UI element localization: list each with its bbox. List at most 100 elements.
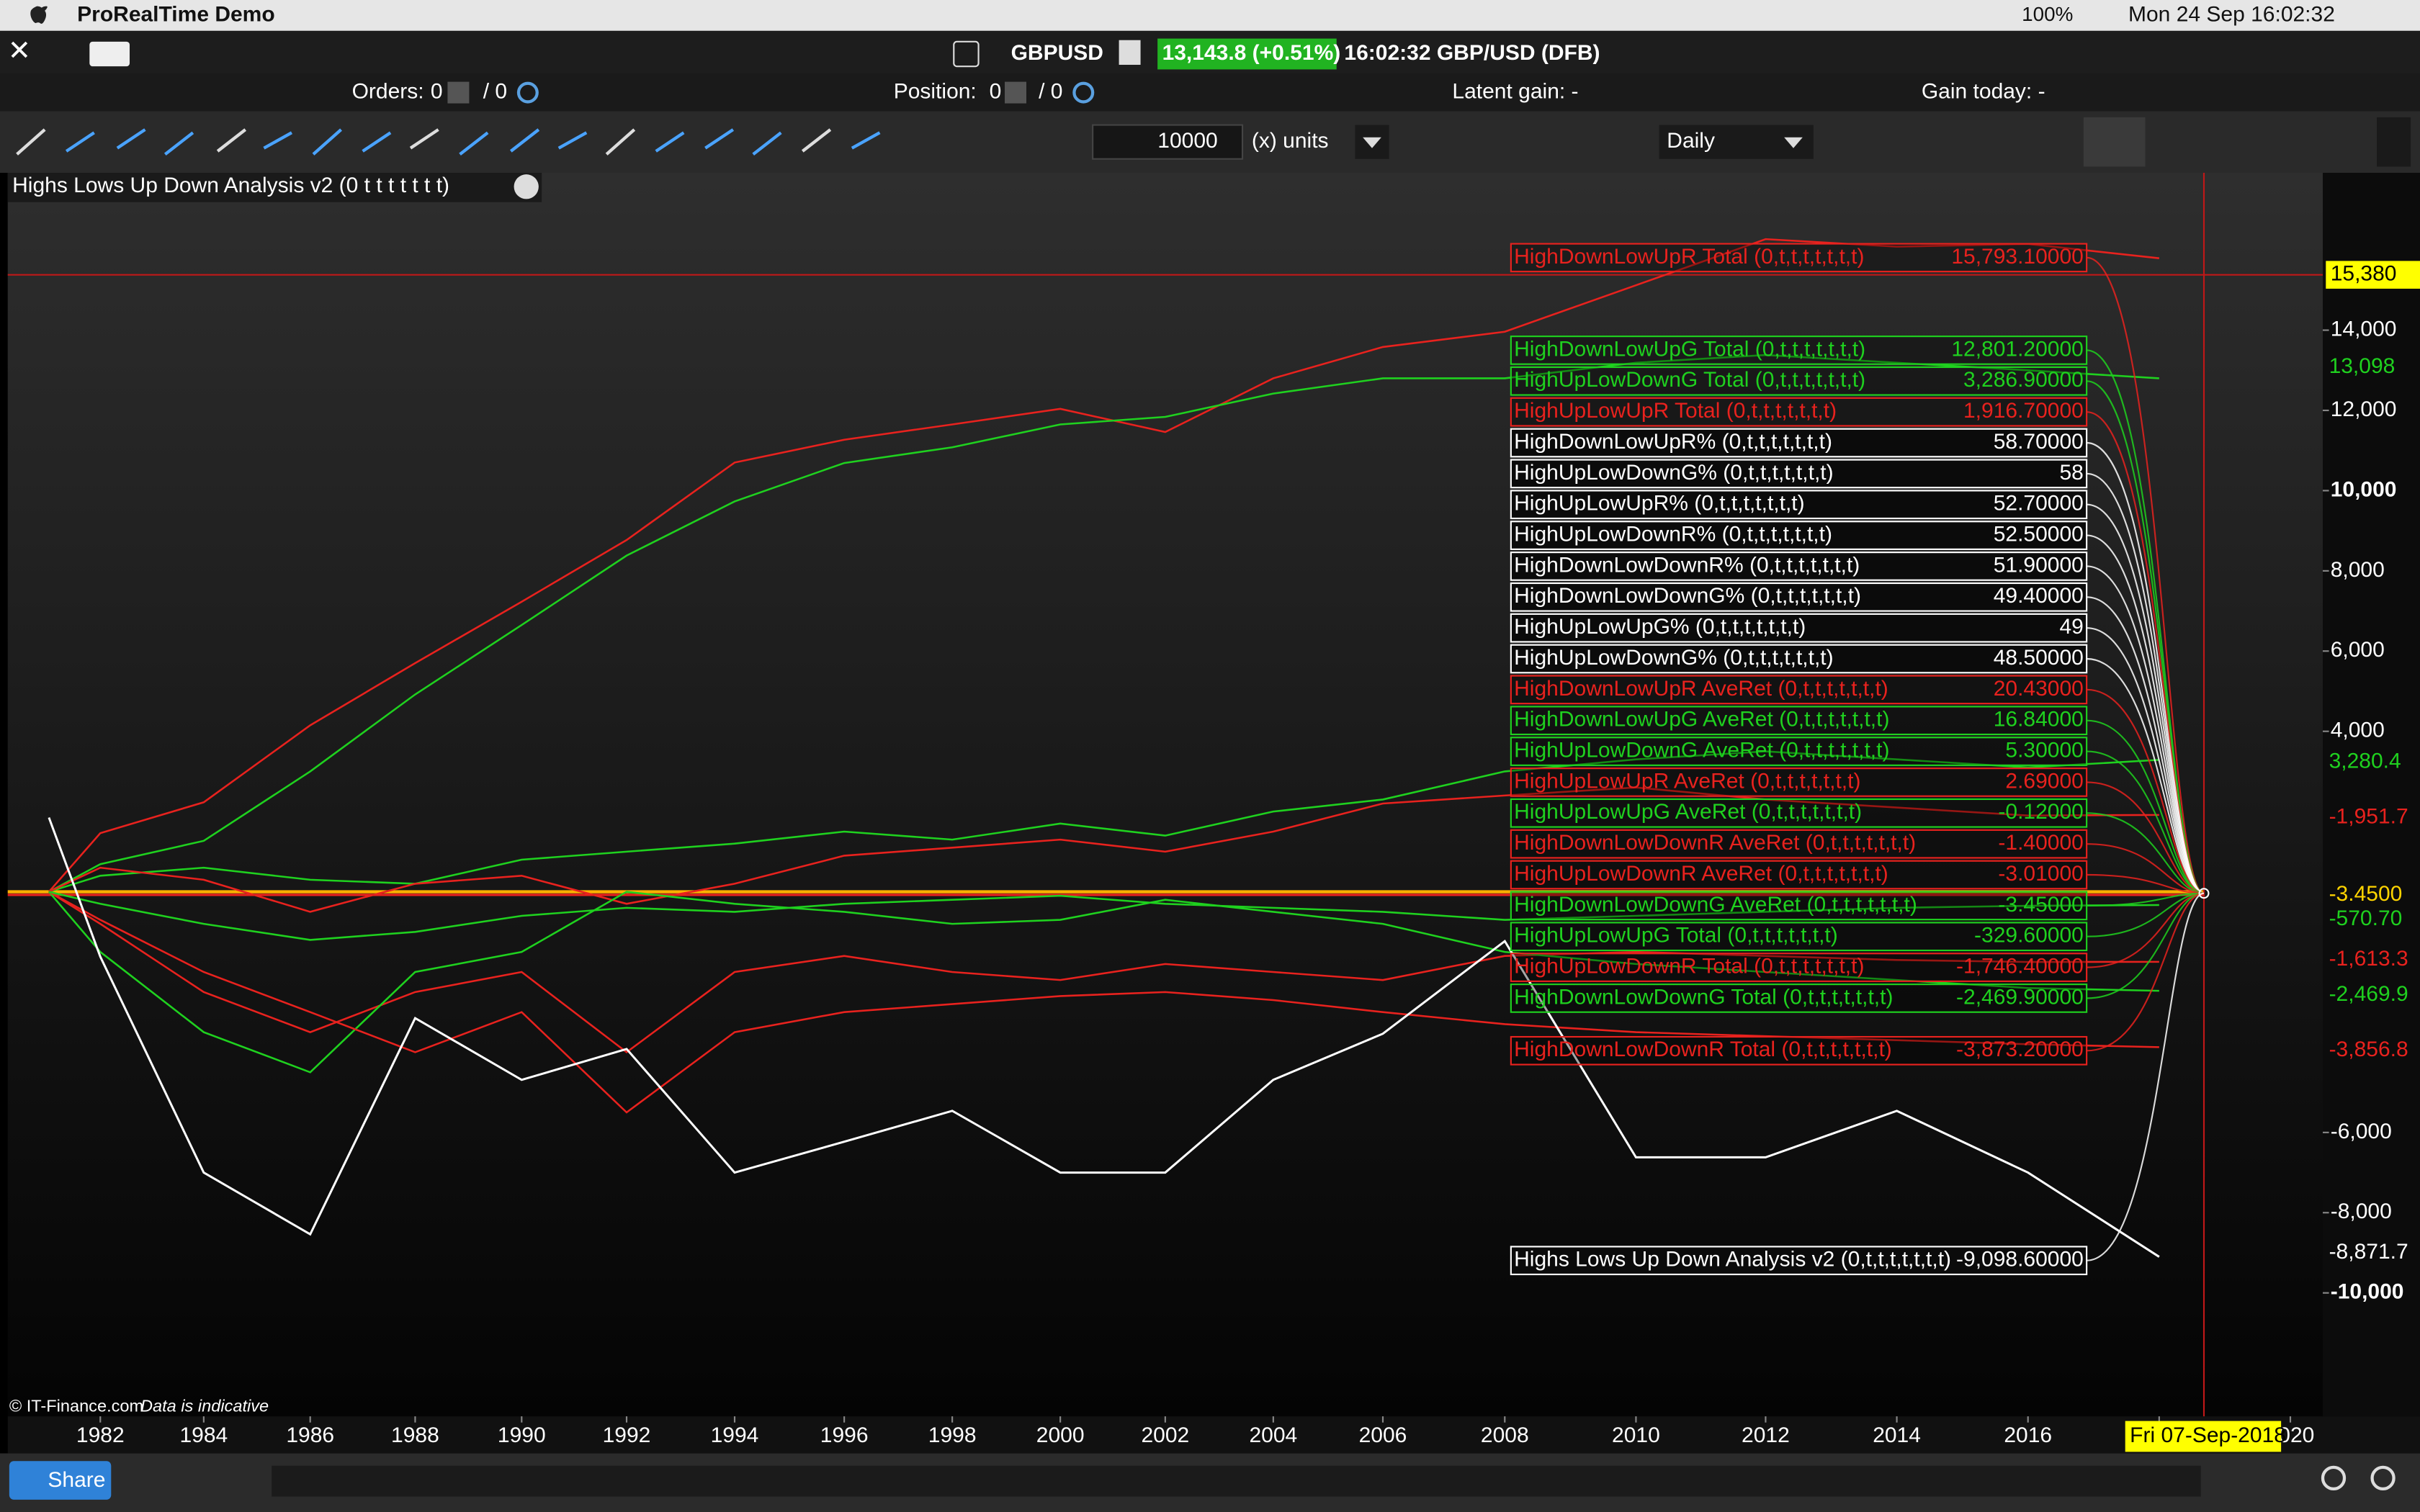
- close-button[interactable]: ✕: [8, 35, 31, 66]
- legend-connector: [2087, 256, 2205, 894]
- position-total: / 0: [1039, 79, 1062, 103]
- tool-icon[interactable]: [163, 131, 194, 156]
- y-tick-label: -10,000: [2331, 1280, 2404, 1304]
- legend-name: HighUpLowUpR AveRet (0,t,t,t,t,t,t,t): [1514, 769, 1860, 793]
- keyboard-icon[interactable]: [89, 41, 130, 67]
- cancel-orders[interactable]: [447, 81, 470, 104]
- legend-box: [1510, 613, 2088, 643]
- legend-box: [1510, 829, 2088, 859]
- legend-name: HighDownLowDownG% (0,t,t,t,t,t,t,t): [1514, 584, 1861, 608]
- tool-icon[interactable]: [704, 128, 735, 150]
- legend-value: 58.70000: [1994, 430, 2084, 454]
- tool-icon[interactable]: [851, 131, 881, 150]
- tool-icon[interactable]: [312, 128, 342, 156]
- tool-icon[interactable]: [557, 131, 588, 150]
- indicator-close[interactable]: [514, 174, 539, 199]
- app-name[interactable]: ProRealTime Demo: [77, 2, 275, 26]
- apple-logo[interactable]: [30, 6, 48, 24]
- legend-box: [1510, 675, 2088, 705]
- quantity-box[interactable]: [1092, 124, 1244, 160]
- value-tag: [2326, 907, 2420, 932]
- zoom-out[interactable]: [2321, 1465, 2347, 1490]
- tool-icon[interactable]: [459, 131, 489, 156]
- y-tick-label: 4,000: [2331, 719, 2385, 742]
- value-tag-label: -2,469.9: [2329, 982, 2408, 1006]
- legend-value: -3.01000: [1998, 862, 2083, 886]
- tool-icon[interactable]: [263, 131, 293, 150]
- close-position[interactable]: [1005, 81, 1026, 104]
- legend-box: [1510, 953, 2088, 982]
- cursor-date: Fri 07-Sep-2018: [2130, 1423, 2286, 1447]
- symbol[interactable]: GBPUSD: [1011, 41, 1103, 65]
- tool-icon[interactable]: [409, 128, 439, 150]
- scrollbar[interactable]: [272, 1465, 2201, 1497]
- legend-name: HighUpLowUpG% (0,t,t,t,t,t,t,t): [1514, 615, 1806, 639]
- series-line: [48, 891, 2159, 941]
- series-line: [48, 786, 2159, 913]
- value-tag-label: -8,871.7: [2329, 1240, 2408, 1264]
- zoom-in[interactable]: [2370, 1465, 2396, 1490]
- legend-name: Highs Lows Up Down Analysis v2 (0,t,t,t,…: [1514, 1248, 1951, 1272]
- legend-value: 51.90000: [1994, 553, 2084, 577]
- tool-icon[interactable]: [65, 131, 95, 153]
- legend-connector: [2087, 892, 2205, 999]
- legend-box: [1510, 459, 2088, 489]
- info-icon[interactable]: [1119, 40, 1141, 65]
- legend-connector: [2087, 873, 2205, 894]
- tool-icon[interactable]: [116, 128, 146, 150]
- legend-box: [1510, 521, 2088, 550]
- legend-box: [1510, 737, 2088, 766]
- x-tick-label: 2012: [1742, 1423, 1790, 1447]
- cursor-point: [2198, 888, 2210, 899]
- battery[interactable]: 100%: [2022, 3, 2073, 25]
- add-indicator[interactable]: [2083, 117, 2146, 167]
- legend-value: -3.45000: [1998, 893, 2083, 917]
- tool-icon[interactable]: [801, 128, 832, 153]
- legend-value: 20.43000: [1994, 677, 2084, 701]
- tool-icon[interactable]: [16, 128, 46, 156]
- price-tag-label: 15,380: [2331, 262, 2397, 286]
- indicator-header: [7, 173, 542, 202]
- x-tick-label: 1996: [820, 1423, 869, 1447]
- share-label[interactable]: Share: [48, 1468, 105, 1492]
- quantity[interactable]: 10000: [1157, 129, 1217, 153]
- position: 0: [990, 79, 1002, 103]
- series-line: [48, 816, 2160, 1258]
- tool-icon[interactable]: [655, 131, 685, 153]
- legend-box: [1510, 490, 2088, 520]
- legend-box: [1510, 582, 2088, 612]
- quote-time: 16:02:32 GBP/USD (DFB): [1344, 41, 1600, 65]
- tool-icon[interactable]: [752, 131, 782, 156]
- legend-name: HighUpLowUpR Total (0,t,t,t,t,t,t,t): [1514, 399, 1837, 423]
- orders-settings[interactable]: [516, 81, 539, 104]
- period[interactable]: Daily: [1667, 129, 1715, 153]
- value-tag-label: -1,613.3: [2329, 947, 2408, 971]
- chart-type-icon[interactable]: [953, 40, 980, 68]
- legend-box: [1510, 706, 2088, 736]
- clock[interactable]: Mon 24 Sep 16:02:32: [2128, 2, 2335, 26]
- position-settings[interactable]: [1072, 81, 1095, 104]
- x-tick-label: 2016: [2004, 1423, 2052, 1447]
- tool-icon[interactable]: [362, 131, 392, 153]
- plot: -10,000 -8,000 -6,000 4,000 6,000 8,000 10,000…: [7, 173, 2420, 1452]
- tool-icon[interactable]: [216, 128, 247, 153]
- share-button[interactable]: [9, 1461, 112, 1500]
- legend-value: 58: [2059, 461, 2083, 485]
- units[interactable]: (x) units: [1252, 129, 1329, 153]
- x-tick-label: 1988: [391, 1423, 439, 1447]
- legend-value: 52.50000: [1994, 522, 2084, 546]
- value-tag: [2326, 805, 2420, 830]
- legend-name: HighUpLowDownR Total (0,t,t,t,t,t,t,t): [1514, 954, 1864, 978]
- legend-name: HighUpLowDownG Total (0,t,t,t,t,t,t,t): [1514, 368, 1865, 392]
- tool-icon[interactable]: [605, 128, 636, 156]
- tool-icon[interactable]: [509, 128, 540, 153]
- legend-value: -1,746.40000: [1956, 954, 2084, 978]
- period-box[interactable]: [1659, 125, 1814, 159]
- legend-box: [1510, 336, 2088, 365]
- legend-connector: [2087, 892, 2205, 1261]
- dropdown-arrow: [1784, 137, 1803, 148]
- side-panel-toggle[interactable]: [2377, 117, 2411, 167]
- y-tick-label: -6,000: [2331, 1120, 2392, 1143]
- value-tag: [2326, 1038, 2420, 1063]
- series-line: [48, 891, 2159, 1114]
